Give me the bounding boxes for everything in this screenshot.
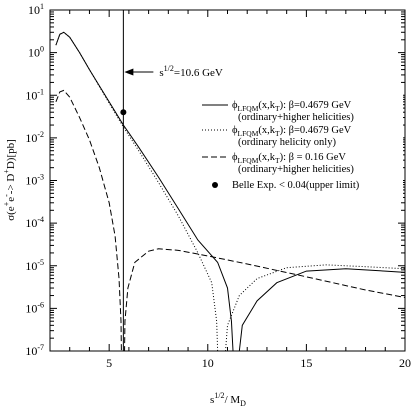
series-line-solid bbox=[55, 31, 406, 352]
legend-entry-dashed: ϕLFQM(x,kT): β = 0.16 GeV (ordinary+high… bbox=[202, 152, 354, 175]
x-tick-label: 15 bbox=[300, 356, 312, 370]
series-line-dashed bbox=[55, 89, 406, 352]
annotation-arrowhead bbox=[124, 68, 134, 76]
legend-sublabel-solid: (ordinary+higher helicities) bbox=[238, 112, 354, 123]
y-tick-label: 10-4 bbox=[25, 215, 44, 230]
legend: ϕLFQM(x,kT): β=0.4679 GeV (ordinary+high… bbox=[195, 90, 403, 198]
y-tick-label: 10-6 bbox=[25, 300, 44, 315]
x-tick-label: 10 bbox=[202, 356, 214, 370]
legend-box bbox=[195, 90, 403, 198]
legend-marker-belle bbox=[212, 182, 218, 188]
legend-entry-solid: ϕLFQM(x,kT): β=0.4679 GeV (ordinary+high… bbox=[202, 100, 354, 123]
legend-sublabel-dotted: (ordinary helicity only) bbox=[238, 137, 336, 148]
y-tick-label: 101 bbox=[28, 2, 44, 17]
legend-label-solid: ϕLFQM(x,kT): β=0.4679 GeV bbox=[232, 100, 352, 113]
legend-entry-dotted: ϕLFQM(x,kT): β=0.4679 GeV (ordinary heli… bbox=[202, 125, 352, 148]
x-axis-label: s1/2/ MD bbox=[210, 391, 246, 408]
y-tick-label: 10-3 bbox=[25, 173, 44, 188]
y-axis-label: σ(e+e--> D+D)[pb] bbox=[2, 139, 17, 221]
legend-sublabel-dashed: (ordinary+higher helicities) bbox=[238, 164, 354, 175]
annotation-text: s1/2=10.6 GeV bbox=[159, 64, 223, 79]
legend-entry-belle: Belle Exp. < 0.04(upper limit) bbox=[212, 180, 360, 191]
x-tick-label: 20 bbox=[399, 356, 411, 370]
y-tick-label: 100 bbox=[28, 45, 44, 60]
y-tick-label: 10-7 bbox=[25, 343, 44, 358]
legend-label-belle: Belle Exp. < 0.04(upper limit) bbox=[232, 180, 360, 191]
y-tick-label: 10-5 bbox=[25, 258, 44, 273]
axis-ticks: 5 10 15 20 10-7 10-6 10-5 10-4 10-3 10-2 10-1 100 10… bbox=[25, 2, 411, 370]
y-tick-label: 10-1 bbox=[25, 87, 44, 102]
series-layer bbox=[55, 31, 406, 352]
y-tick-label: 10-2 bbox=[25, 130, 44, 145]
belle-data-point bbox=[120, 109, 127, 116]
legend-label-dotted: ϕLFQM(x,kT): β=0.4679 GeV bbox=[232, 125, 352, 138]
x-tick-label: 5 bbox=[106, 356, 112, 370]
energy-annotation: s1/2=10.6 GeV bbox=[124, 64, 223, 79]
legend-label-dashed: ϕLFQM(x,kT): β = 0.16 GeV bbox=[232, 152, 346, 165]
